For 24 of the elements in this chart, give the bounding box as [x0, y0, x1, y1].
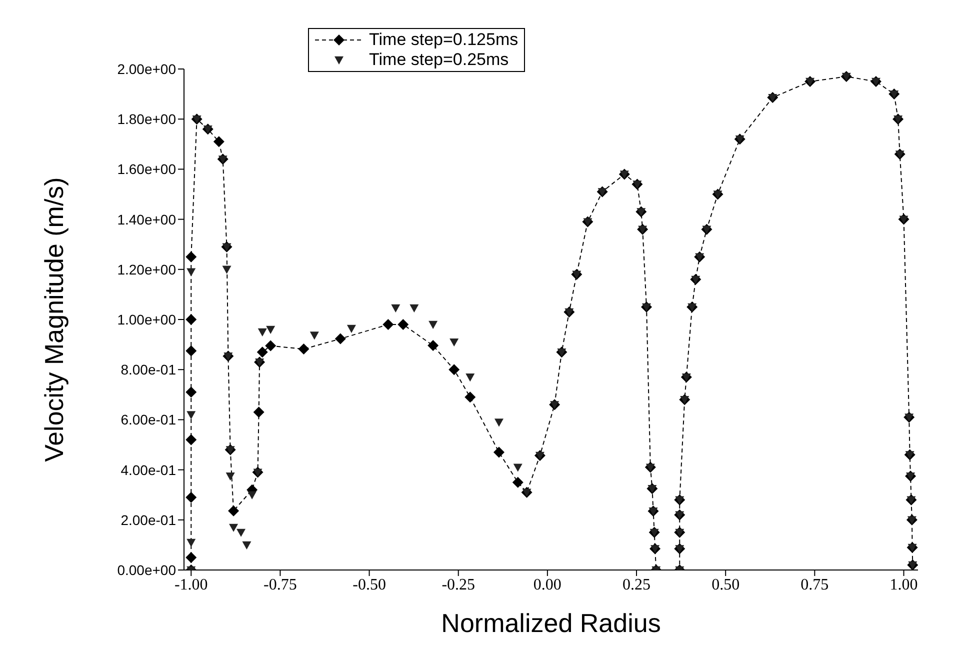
y-axis-title: Velocity Magnitude (m/s)	[39, 177, 70, 462]
y-tick-label: 1.20e+00	[117, 261, 176, 278]
x-tick-label: -0.25	[442, 576, 476, 594]
x-tick-label: -0.75	[264, 576, 297, 594]
y-tick-label: 2.00e+00	[117, 60, 176, 77]
x-tick-label: 0.50	[712, 576, 740, 594]
legend-label: Time step=0.25ms	[369, 50, 509, 70]
y-tick-label: 1.80e+00	[117, 111, 176, 128]
x-tick-label: 1.00	[890, 576, 918, 594]
x-tick-label: 0.25	[622, 576, 651, 594]
x-axis-title: Normalized Radius	[441, 608, 661, 638]
y-tick-label: 1.60e+00	[117, 161, 176, 178]
x-tick-label: 0.75	[800, 576, 829, 594]
x-tick-label: -0.50	[352, 576, 386, 594]
y-tick-label: 4.00e-01	[120, 462, 176, 478]
y-tick-label: 8.00e-01	[120, 362, 176, 378]
x-tick-label: 0.00	[533, 576, 562, 594]
y-tick-label: 1.00e+00	[117, 311, 176, 328]
y-tick-label: 0.00e+00	[117, 562, 176, 578]
y-tick-label: 2.00e-01	[120, 512, 176, 528]
x-tick-label: -1.00	[174, 576, 208, 594]
legend-label: Time step=0.125ms	[369, 30, 518, 50]
y-tick-label: 1.40e+00	[117, 211, 176, 228]
y-tick-label: 6.00e-01	[120, 412, 176, 428]
